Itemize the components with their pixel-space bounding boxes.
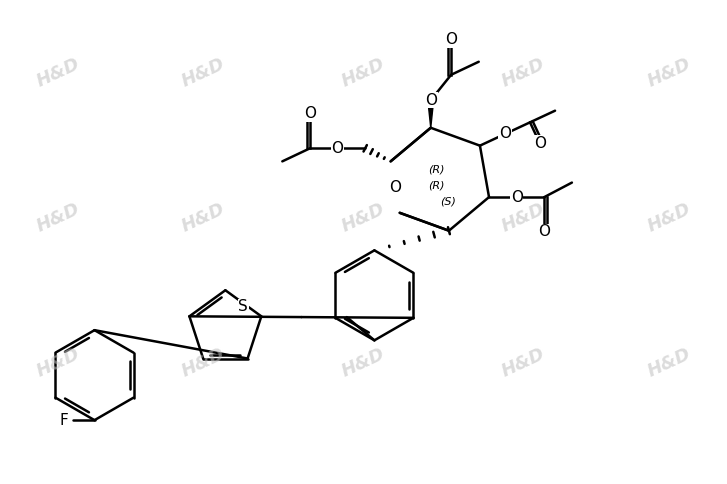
Text: S: S (238, 300, 248, 315)
Text: H&D: H&D (339, 55, 388, 91)
Text: O: O (534, 136, 546, 151)
Text: H&D: H&D (499, 345, 548, 381)
Text: H&D: H&D (179, 345, 228, 381)
Text: H&D: H&D (179, 55, 228, 91)
Text: H&D: H&D (33, 200, 83, 236)
Text: H&D: H&D (644, 55, 694, 91)
Text: O: O (332, 141, 344, 156)
Text: H&D: H&D (499, 200, 548, 236)
Polygon shape (427, 100, 433, 128)
Text: H&D: H&D (179, 200, 228, 236)
Text: O: O (304, 106, 316, 121)
Text: O: O (425, 93, 437, 108)
Text: O: O (445, 32, 457, 47)
Text: (R): (R) (428, 180, 444, 190)
Text: H&D: H&D (499, 55, 548, 91)
Text: H&D: H&D (644, 200, 694, 236)
Text: O: O (499, 126, 511, 141)
Text: O: O (538, 225, 550, 240)
Text: H&D: H&D (644, 345, 694, 381)
Text: O: O (510, 190, 523, 205)
Text: H&D: H&D (33, 345, 83, 381)
Text: O: O (389, 180, 401, 195)
Text: F: F (60, 413, 68, 428)
Text: H&D: H&D (33, 55, 83, 91)
Text: H&D: H&D (339, 200, 388, 236)
Text: (S): (S) (441, 196, 457, 206)
Text: (R): (R) (428, 164, 444, 174)
Text: H&D: H&D (339, 345, 388, 381)
